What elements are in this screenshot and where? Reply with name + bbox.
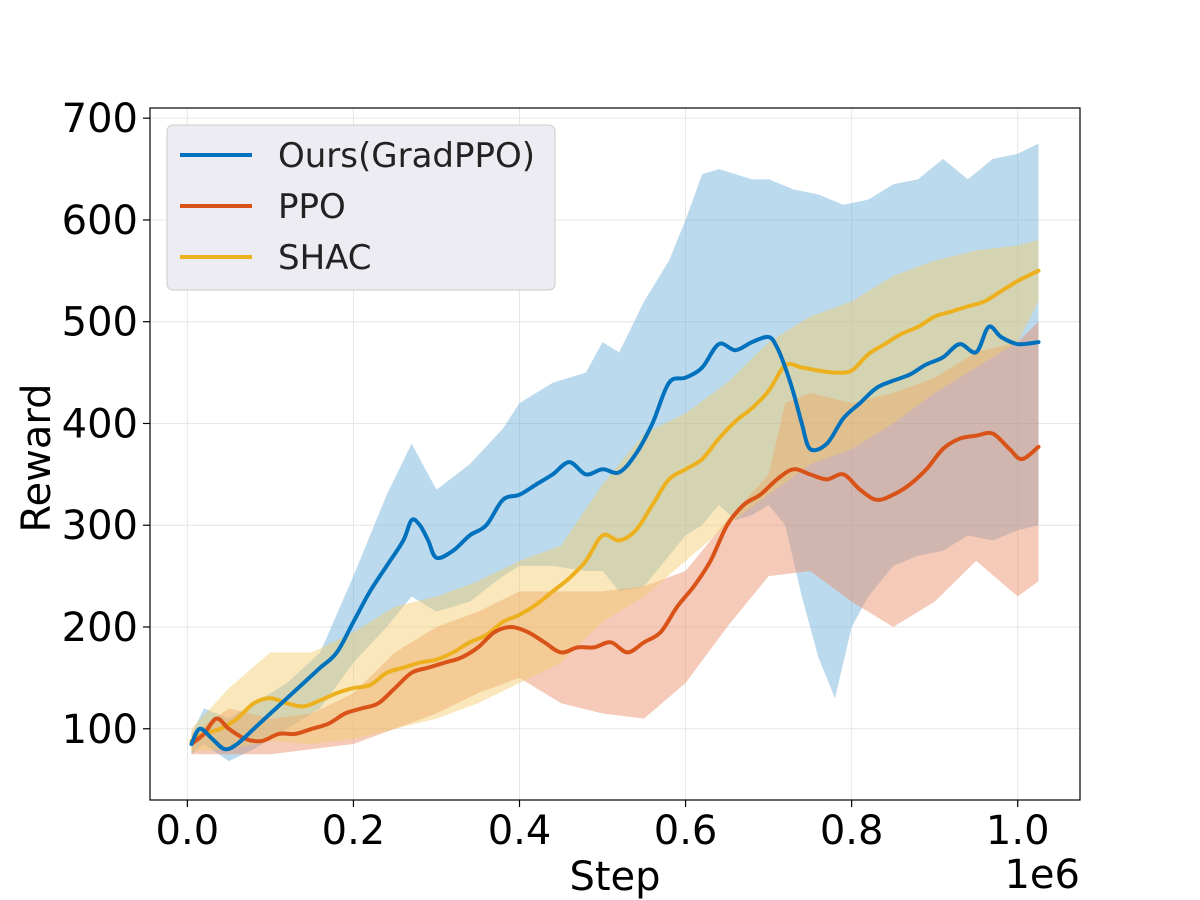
x-tick-label: 0.2 xyxy=(322,808,386,854)
legend-label-ours: Ours(GradPPO) xyxy=(278,136,535,176)
y-tick-label: 200 xyxy=(62,605,138,651)
legend-label-ppo: PPO xyxy=(278,187,346,227)
y-axis-label: Reward xyxy=(14,384,60,533)
legend: Ours(GradPPO) PPO SHAC xyxy=(166,124,556,291)
x-tick-label: 1.0 xyxy=(986,808,1050,854)
band-shac xyxy=(191,240,1039,752)
confidence-bands xyxy=(191,143,1039,762)
plot-frame xyxy=(149,107,1081,801)
legend-box xyxy=(166,124,556,291)
line-shac xyxy=(189,268,1041,743)
x-tick-label: 0.8 xyxy=(820,808,884,854)
y-tick-label: 500 xyxy=(62,300,138,346)
y-tick-label: 600 xyxy=(62,198,138,244)
series-lines xyxy=(189,268,1041,752)
x-offset-label: 1e6 xyxy=(1004,852,1080,898)
line-ours-gradppo- xyxy=(189,324,1041,752)
ticks: 0.0 0.2 0.4 0.6 0.8 1.0 100 200 300 400 500 600 700 xyxy=(62,96,1050,854)
line-ppo xyxy=(189,430,1041,746)
y-tick-label: 300 xyxy=(62,503,138,549)
band-ours-gradppo- xyxy=(191,143,1039,762)
x-tick-label: 0.4 xyxy=(488,808,552,854)
x-axis-label: Step xyxy=(569,854,660,900)
x-tick-label: 0.0 xyxy=(156,808,220,854)
band-ppo xyxy=(191,321,1039,755)
y-tick-label: 400 xyxy=(62,401,138,447)
y-tick-label: 700 xyxy=(62,96,138,142)
legend-label-shac: SHAC xyxy=(278,238,372,278)
x-tick-label: 0.6 xyxy=(654,808,718,854)
y-tick-label: 100 xyxy=(62,707,138,753)
